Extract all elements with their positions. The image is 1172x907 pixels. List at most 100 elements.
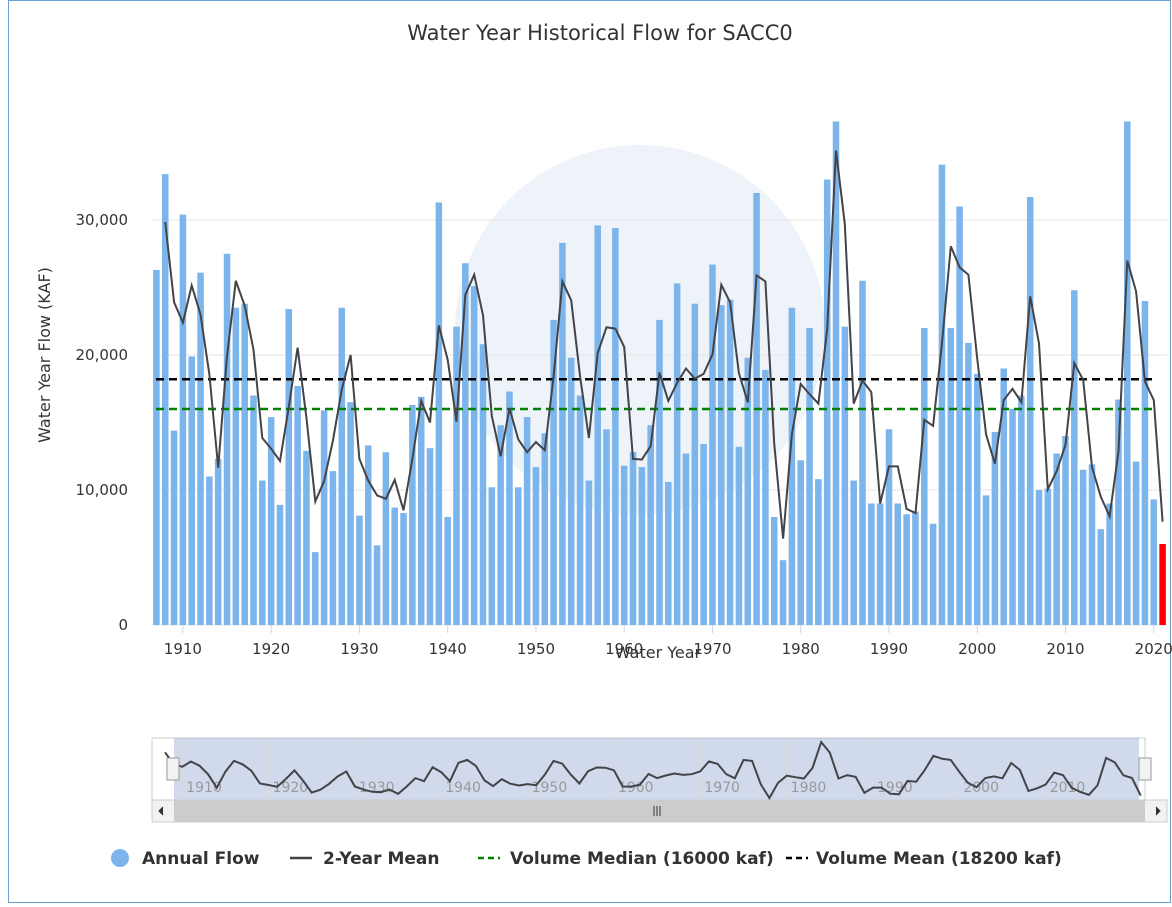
bar [364, 445, 372, 625]
navigator-line [164, 739, 1142, 800]
y-tick-label: 30,000 [76, 211, 129, 229]
bar [797, 460, 804, 625]
bar [435, 202, 443, 625]
bar [1159, 544, 1166, 625]
bar [1150, 499, 1158, 625]
bar [868, 503, 875, 625]
y-tick-label: 10,000 [76, 481, 129, 499]
navigator-mask[interactable] [174, 738, 1139, 800]
x-tick-label: 2020 [1135, 640, 1172, 658]
bar [620, 465, 628, 625]
navigator-tick-label: 1920 [273, 780, 309, 796]
bar [1088, 464, 1096, 625]
bar [356, 515, 363, 625]
bar [965, 342, 972, 625]
bar [470, 286, 478, 625]
bar [497, 425, 504, 625]
chart-title: Water Year Historical Flow for SACC0 [407, 21, 793, 45]
bar [417, 396, 425, 625]
bar [1062, 436, 1069, 625]
bar [1097, 529, 1105, 625]
bar [267, 417, 275, 625]
legend-label[interactable]: 2-Year Mean [323, 849, 439, 869]
y-tick-label: 0 [118, 616, 128, 634]
x-tick-label: 1940 [429, 640, 467, 658]
bar [956, 206, 963, 625]
bar [179, 214, 187, 625]
bar [161, 174, 169, 625]
bar [506, 391, 513, 625]
bar [885, 429, 893, 625]
bar [700, 444, 707, 625]
bar [259, 480, 266, 625]
bar [903, 514, 910, 625]
bar [832, 121, 840, 625]
bar [894, 503, 902, 625]
x-axis-label: Water Year [615, 643, 702, 662]
bar [1026, 197, 1034, 626]
bar [206, 476, 213, 625]
bar [982, 495, 990, 625]
bar [876, 503, 884, 625]
bar [223, 253, 231, 625]
scroll-arrows[interactable] [158, 806, 1161, 816]
bar [400, 512, 407, 625]
bar [656, 319, 663, 625]
bar [550, 319, 557, 625]
bar [462, 263, 469, 625]
bar [929, 523, 937, 625]
bar [991, 431, 999, 625]
x-tick-label: 2000 [958, 640, 996, 658]
bar [214, 458, 222, 625]
bar [850, 480, 857, 625]
bar [647, 425, 654, 625]
bar [523, 417, 531, 625]
bar [673, 283, 681, 625]
x-tick-label: 1960 [605, 640, 643, 658]
bar [312, 552, 319, 625]
bar [1053, 453, 1060, 625]
bar [1141, 301, 1149, 625]
bar [665, 481, 672, 625]
bar [188, 356, 195, 625]
bar [1018, 395, 1025, 625]
bar [691, 303, 699, 625]
bar [170, 430, 178, 625]
bar [532, 467, 540, 625]
x-tick-label: 1990 [870, 640, 908, 658]
bar [303, 450, 310, 625]
bar [603, 429, 610, 625]
bar [938, 164, 946, 625]
x-tick-label: 1970 [693, 640, 731, 658]
bar [594, 225, 601, 625]
navigator-handle[interactable] [166, 757, 180, 781]
bar [250, 395, 257, 625]
bar [294, 386, 301, 625]
legend-label[interactable]: Volume Median (16000 kaf) [510, 849, 774, 869]
bar [629, 452, 637, 625]
navigator-handle[interactable] [1138, 757, 1152, 781]
legend-label[interactable]: Annual Flow [142, 849, 260, 869]
navigator-tick-label: 1990 [877, 780, 913, 796]
bar [1132, 461, 1140, 625]
bar [1079, 469, 1087, 625]
bar [947, 328, 955, 625]
legend-symbol [111, 849, 129, 867]
x-tick-label: 2010 [1046, 640, 1084, 658]
bar [232, 307, 240, 625]
bar [559, 242, 566, 625]
bar [541, 433, 549, 625]
navigator-tick-label: 1970 [704, 780, 740, 796]
bar [638, 467, 646, 625]
bar [921, 328, 928, 625]
bar [329, 471, 337, 625]
bar [709, 264, 716, 625]
line [164, 150, 1164, 539]
legend-label[interactable]: Volume Mean (18200 kaf) [816, 849, 1062, 869]
y-axis-label: Water Year Flow (KAF) [35, 267, 54, 443]
bar [515, 487, 522, 625]
bar [682, 453, 690, 625]
bar [585, 480, 593, 625]
bar [453, 326, 460, 625]
